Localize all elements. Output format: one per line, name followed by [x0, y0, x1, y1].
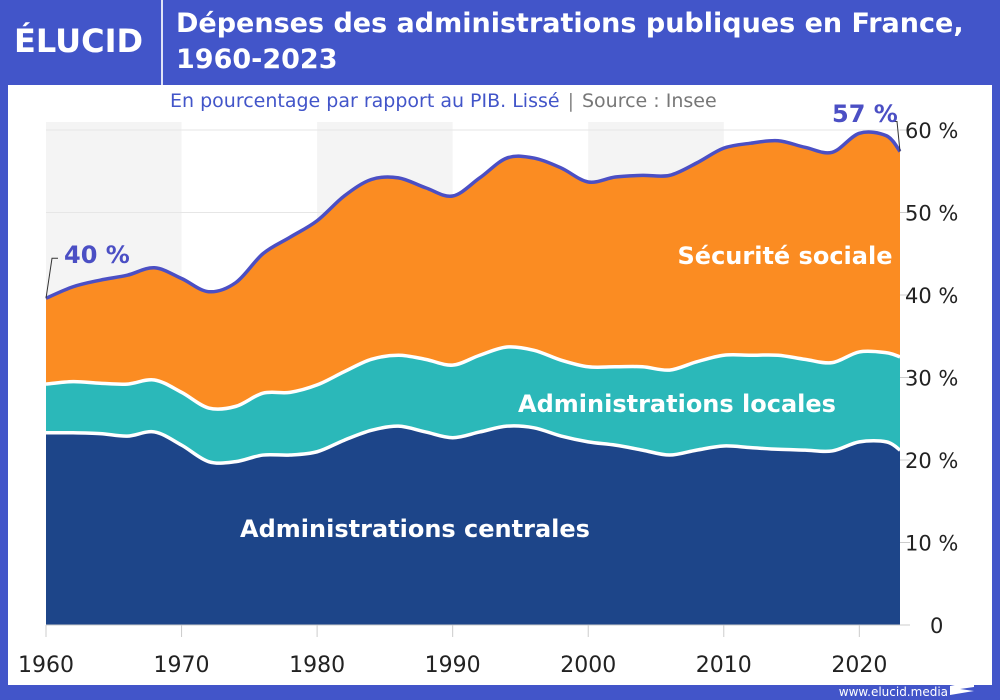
x-tick-label: 2000 [560, 653, 616, 678]
area-central [46, 425, 900, 625]
y-tick-label: 10 % [905, 532, 958, 556]
label-central: Administrations centrales [240, 515, 590, 543]
x-tick-label: 2010 [696, 653, 752, 678]
y-tick-label: 0 [930, 614, 943, 638]
annotation-leader [45, 257, 58, 299]
x-tick-label: 1990 [425, 653, 481, 678]
total-line [45, 130, 902, 300]
boundary-line [45, 345, 901, 411]
chart-title: Dépenses des administrations publiques e… [176, 8, 964, 75]
footer-url[interactable]: www.elucid.media [838, 685, 948, 699]
x-tick-label: 1970 [154, 653, 210, 678]
x-tick-label: 1960 [18, 653, 74, 678]
annotation-leader [892, 120, 901, 152]
chart-subtitle: En pourcentage par rapport au PIB. Lissé… [170, 90, 717, 112]
y-tick-label: 50 % [905, 202, 958, 226]
x-tick-label: 2020 [831, 653, 887, 678]
y-tick-label: 60 % [905, 119, 958, 143]
subtitle-separator: | [567, 90, 574, 112]
source-text: Source : Insee [581, 90, 717, 112]
label-local: Administrations locales [518, 390, 836, 418]
annotation-end: 57 % [832, 100, 898, 128]
elucid-flag-icon [950, 681, 974, 695]
x-tick-label: 1980 [289, 653, 345, 678]
annotation-start: 40 % [64, 241, 130, 269]
subtitle-text: En pourcentage par rapport au PIB. Lissé [170, 90, 560, 112]
elucid-logo: ÉLUCID [14, 22, 144, 60]
header-divider [161, 0, 163, 85]
boundary-line [45, 424, 902, 465]
y-tick-label: 40 % [905, 284, 958, 308]
label-social: Sécurité sociale [678, 242, 893, 270]
y-tick-label: 20 % [905, 449, 958, 473]
y-tick-label: 30 % [905, 367, 958, 391]
